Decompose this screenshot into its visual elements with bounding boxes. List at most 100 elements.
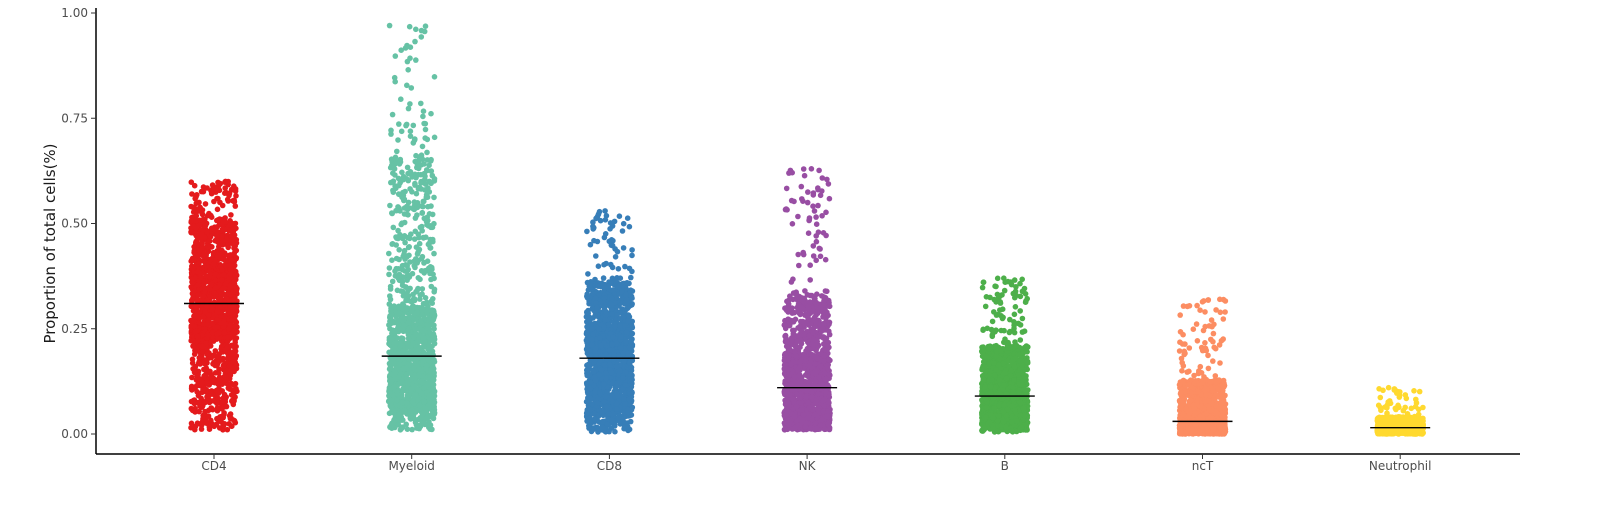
- data-point: [428, 156, 434, 163]
- data-point: [413, 174, 419, 181]
- data-point: [401, 211, 408, 217]
- data-point: [193, 239, 199, 246]
- data-point: [587, 241, 594, 248]
- data-point: [188, 179, 195, 185]
- data-point: [583, 398, 590, 405]
- data-point: [585, 310, 591, 317]
- data-point: [614, 406, 620, 413]
- data-point: [429, 172, 436, 179]
- data-point: [629, 301, 635, 308]
- data-point: [230, 241, 237, 248]
- data-point: [615, 266, 622, 272]
- data-point: [228, 350, 235, 357]
- data-point: [221, 314, 228, 320]
- data-point: [212, 348, 219, 354]
- data-point: [599, 424, 606, 431]
- data-point: [410, 334, 417, 340]
- data-point: [226, 421, 232, 427]
- data-point: [413, 289, 419, 295]
- data-point: [405, 67, 412, 73]
- data-point: [607, 347, 613, 353]
- data-point: [405, 381, 411, 387]
- data-point: [416, 344, 423, 351]
- data-point: [216, 366, 222, 372]
- data-point: [627, 386, 634, 393]
- data-point: [221, 272, 227, 278]
- data-point: [233, 284, 239, 290]
- data-point: [217, 388, 223, 395]
- data-point: [405, 170, 411, 177]
- data-point: [190, 265, 196, 272]
- data-point: [428, 283, 435, 290]
- data-point: [624, 215, 631, 221]
- data-point: [595, 283, 601, 290]
- data-point: [193, 194, 199, 200]
- data-point: [226, 276, 232, 282]
- data-point: [612, 253, 619, 260]
- data-point: [606, 322, 612, 328]
- data-point: [389, 424, 395, 431]
- data-point: [583, 410, 590, 417]
- data-point: [198, 231, 205, 237]
- data-point: [205, 312, 212, 319]
- data-point: [402, 188, 408, 195]
- data-point: [231, 279, 237, 285]
- data-point: [628, 274, 634, 281]
- data-point: [191, 249, 197, 256]
- data-point: [407, 186, 413, 192]
- data-point: [194, 333, 201, 340]
- data-point: [795, 213, 801, 220]
- data-point: [411, 394, 417, 400]
- data-point: [193, 302, 199, 309]
- data-point: [387, 397, 393, 404]
- data-point: [215, 195, 221, 202]
- data-point: [404, 164, 411, 171]
- data-point: [626, 396, 633, 403]
- data-point: [200, 252, 206, 259]
- data-point: [627, 418, 634, 425]
- data-point: [189, 374, 195, 381]
- data-point: [602, 231, 609, 237]
- data-point: [592, 389, 598, 396]
- data-point: [402, 262, 409, 268]
- data-point: [231, 199, 238, 205]
- data-point: [396, 256, 402, 263]
- data-point: [421, 28, 428, 35]
- data-point: [208, 190, 215, 197]
- data-point: [426, 189, 433, 195]
- data-point: [199, 245, 205, 251]
- data-point: [225, 241, 232, 248]
- data-point: [408, 413, 415, 419]
- data-point: [427, 245, 434, 251]
- data-point: [214, 217, 220, 224]
- data-point: [225, 334, 231, 340]
- data-point: [408, 376, 415, 382]
- data-point: [201, 360, 207, 367]
- data-point: [224, 426, 231, 433]
- data-point: [415, 257, 422, 264]
- data-point: [428, 276, 434, 283]
- data-point: [424, 415, 430, 421]
- data-point: [400, 366, 407, 372]
- data-point: [601, 261, 607, 268]
- data-point: [424, 136, 431, 143]
- data-point: [394, 148, 400, 155]
- data-point: [202, 399, 209, 406]
- data-point: [608, 261, 614, 268]
- data-point: [420, 108, 427, 114]
- data-point: [394, 287, 401, 294]
- data-point: [394, 318, 401, 325]
- data-point: [389, 111, 396, 118]
- data-point: [798, 183, 805, 190]
- data-point: [231, 344, 238, 351]
- data-point: [411, 137, 418, 143]
- data-point: [206, 238, 213, 244]
- data-point: [800, 166, 807, 172]
- data-point: [422, 126, 429, 133]
- data-point: [190, 343, 196, 349]
- data-point: [613, 277, 619, 284]
- data-point: [191, 205, 198, 211]
- data-point: [405, 266, 412, 273]
- data-point: [198, 422, 205, 428]
- data-point: [412, 326, 419, 332]
